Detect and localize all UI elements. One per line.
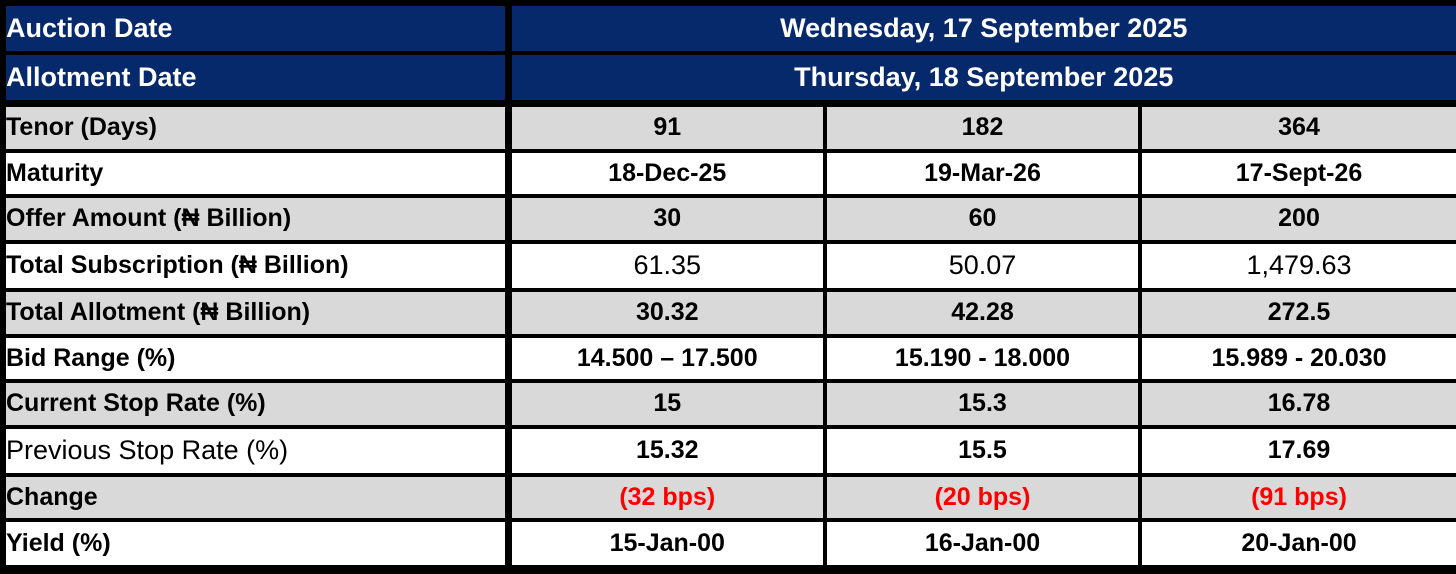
row-tenor-days: Tenor (Days) 91 182 364 <box>1 99 1456 153</box>
yield-91d: 15-Jan-00 <box>506 518 827 574</box>
row-total-subscription: Total Subscription (₦ Billion) 61.35 50.… <box>1 239 1456 293</box>
previous-stop-rate-label: Previous Stop Rate (%) <box>1 424 512 477</box>
total-allotment-364d: 272.5 <box>1137 288 1456 338</box>
total-subscription-label: Total Subscription (₦ Billion) <box>1 239 512 293</box>
auction-date-label: Auction Date <box>1 1 512 55</box>
bid-range-364d: 15.989 - 20.030 <box>1137 333 1456 384</box>
current-stop-rate-label: Current Stop Rate (%) <box>1 379 512 429</box>
maturity-364d: 17-Sept-26 <box>1137 148 1456 199</box>
yield-182d: 16-Jan-00 <box>823 518 1142 574</box>
offer-amount-91d: 30 <box>506 194 827 244</box>
bid-range-91d: 14.500 – 17.500 <box>506 333 827 384</box>
offer-amount-label: Offer Amount (₦ Billion) <box>1 194 512 244</box>
maturity-91d: 18-Dec-25 <box>506 148 827 199</box>
row-total-allotment: Total Allotment (₦ Billion) 30.32 42.28 … <box>1 288 1456 338</box>
row-yield: Yield (%) 15-Jan-00 16-Jan-00 20-Jan-00 <box>1 518 1456 574</box>
yield-label: Yield (%) <box>1 518 512 574</box>
change-91d: (32 bps) <box>506 472 827 523</box>
previous-stop-rate-364d: 17.69 <box>1137 424 1456 477</box>
change-label: Change <box>1 472 512 523</box>
tenor-182d: 182 <box>823 99 1142 153</box>
current-stop-rate-91d: 15 <box>506 379 827 429</box>
tenor-91d: 91 <box>506 99 827 153</box>
total-subscription-91d: 61.35 <box>506 239 827 293</box>
current-stop-rate-182d: 15.3 <box>823 379 1142 429</box>
bid-range-182d: 15.190 - 18.000 <box>823 333 1142 384</box>
total-subscription-182d: 50.07 <box>823 239 1142 293</box>
tenor-days-label: Tenor (Days) <box>1 99 512 153</box>
auction-date-value: Wednesday, 17 September 2025 <box>505 1 1456 55</box>
bid-range-label: Bid Range (%) <box>1 333 512 384</box>
previous-stop-rate-182d: 15.5 <box>823 424 1142 477</box>
change-364d: (91 bps) <box>1137 472 1456 523</box>
current-stop-rate-364d: 16.78 <box>1137 379 1456 429</box>
row-previous-stop-rate: Previous Stop Rate (%) 15.32 15.5 17.69 <box>1 424 1456 477</box>
row-current-stop-rate: Current Stop Rate (%) 15 15.3 16.78 <box>1 379 1456 429</box>
row-allotment-date: Allotment Date Thursday, 18 September 20… <box>1 50 1456 106</box>
tenor-364d: 364 <box>1137 99 1456 153</box>
allotment-date-value: Thursday, 18 September 2025 <box>505 50 1456 106</box>
row-change: Change (32 bps) (20 bps) (91 bps) <box>1 472 1456 523</box>
total-allotment-91d: 30.32 <box>506 288 827 338</box>
previous-stop-rate-91d: 15.32 <box>506 424 827 477</box>
offer-amount-364d: 200 <box>1137 194 1456 244</box>
allotment-date-label: Allotment Date <box>1 50 512 106</box>
total-allotment-label: Total Allotment (₦ Billion) <box>1 288 512 338</box>
row-bid-range: Bid Range (%) 14.500 – 17.500 15.190 - 1… <box>1 333 1456 384</box>
maturity-182d: 19-Mar-26 <box>823 148 1142 199</box>
row-maturity: Maturity 18-Dec-25 19-Mar-26 17-Sept-26 <box>1 148 1456 199</box>
total-subscription-364d: 1,479.63 <box>1137 239 1456 293</box>
maturity-label: Maturity <box>1 148 512 199</box>
row-auction-date: Auction Date Wednesday, 17 September 202… <box>1 1 1456 55</box>
offer-amount-182d: 60 <box>823 194 1142 244</box>
total-allotment-182d: 42.28 <box>823 288 1142 338</box>
yield-364d: 20-Jan-00 <box>1137 518 1456 574</box>
row-offer-amount: Offer Amount (₦ Billion) 30 60 200 <box>1 194 1456 244</box>
change-182d: (20 bps) <box>823 472 1142 523</box>
